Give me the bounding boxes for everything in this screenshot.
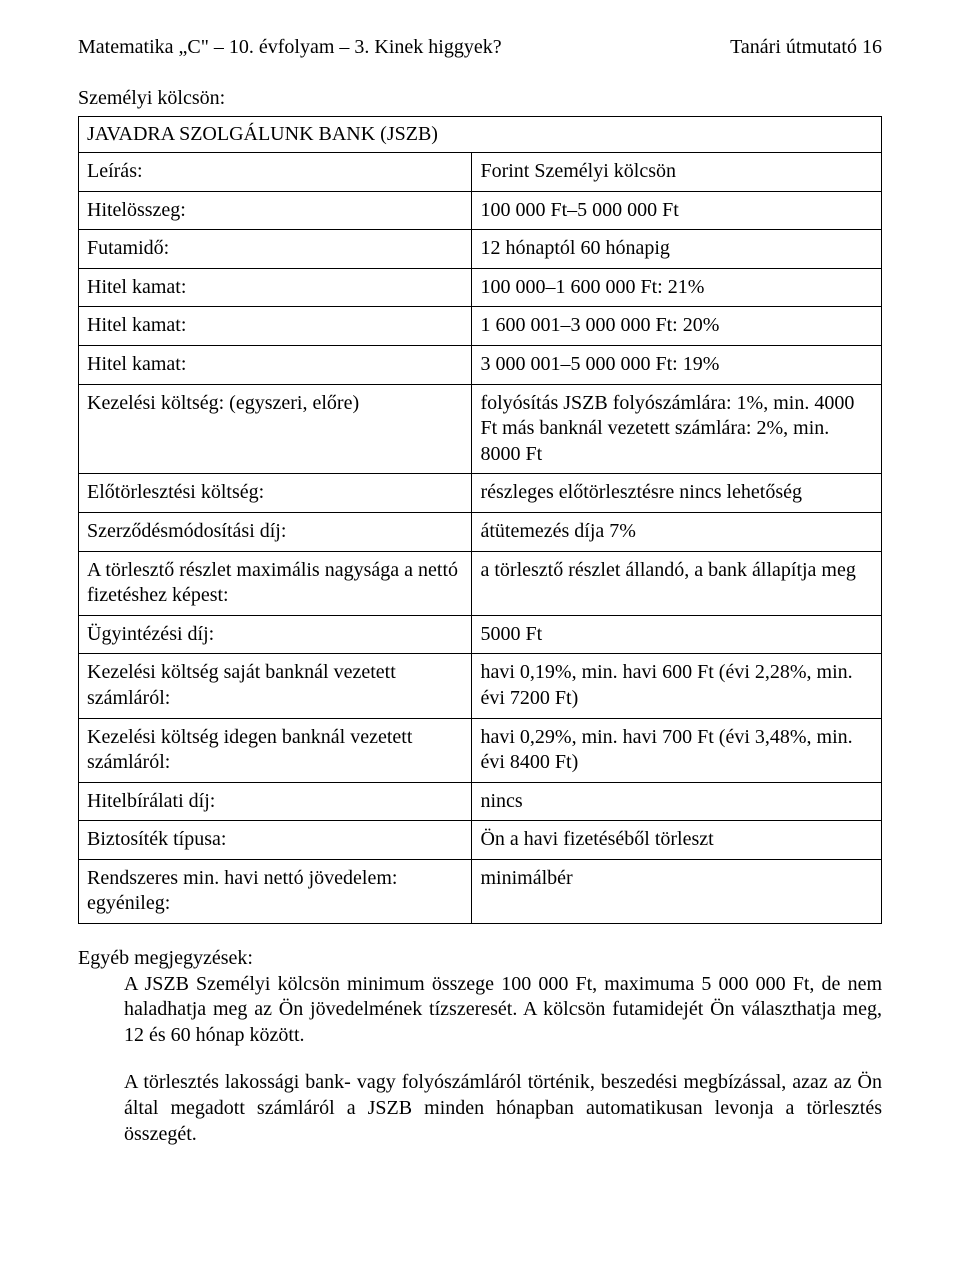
table-cell-label: Kezelési költség idegen banknál vezetett…: [79, 718, 472, 782]
table-cell-value: havi 0,19%, min. havi 600 Ft (évi 2,28%,…: [472, 654, 882, 718]
table-row: Ügyintézési díj:5000 Ft: [79, 615, 882, 654]
table-cell-label: Hitel kamat:: [79, 268, 472, 307]
table-cell-label: Leírás:: [79, 153, 472, 192]
table-row: Kezelési költség: (egyszeri, előre)folyó…: [79, 384, 882, 474]
table-row: Hitel kamat:3 000 001–5 000 000 Ft: 19%: [79, 345, 882, 384]
table-cell-value: Forint Személyi kölcsön: [472, 153, 882, 192]
table-cell-label: Futamidő:: [79, 230, 472, 269]
loan-table: JAVADRA SZOLGÁLUNK BANK (JSZB) Leírás:Fo…: [78, 116, 882, 924]
table-cell-label: Hitelbírálati díj:: [79, 782, 472, 821]
page-header: Matematika „C" – 10. évfolyam – 3. Kinek…: [78, 36, 882, 59]
table-cell-label: Ügyintézési díj:: [79, 615, 472, 654]
table-row: Hitelösszeg:100 000 Ft–5 000 000 Ft: [79, 191, 882, 230]
table-row: Kezelési költség saját banknál vezetett …: [79, 654, 882, 718]
table-row: Biztosíték típusa:Ön a havi fizetéséből …: [79, 821, 882, 860]
notes-para-1-body: A JSZB Személyi kölcsön minimum összege …: [124, 973, 882, 1046]
table-row: Rendszeres min. havi nettó jövedelem: eg…: [79, 859, 882, 923]
table-cell-label: Kezelési költség: (egyszeri, előre): [79, 384, 472, 474]
table-row: Szerződésmódosítási díj:átütemezés díja …: [79, 512, 882, 551]
table-caption: JAVADRA SZOLGÁLUNK BANK (JSZB): [78, 116, 882, 152]
table-row: Előtörlesztési költség:részleges előtörl…: [79, 474, 882, 513]
table-cell-label: Hitel kamat:: [79, 307, 472, 346]
table-cell-label: Szerződésmódosítási díj:: [79, 512, 472, 551]
header-left: Matematika „C" – 10. évfolyam – 3. Kinek…: [78, 36, 502, 59]
notes-heading: Egyéb megjegyzések:: [78, 947, 253, 969]
table-cell-value: átütemezés díja 7%: [472, 512, 882, 551]
table-cell-value: havi 0,29%, min. havi 700 Ft (évi 3,48%,…: [472, 718, 882, 782]
table-cell-value: 100 000 Ft–5 000 000 Ft: [472, 191, 882, 230]
table-row: Hitel kamat:1 600 001–3 000 000 Ft: 20%: [79, 307, 882, 346]
table-cell-label: Hitel kamat:: [79, 345, 472, 384]
table-row: Hitel kamat:100 000–1 600 000 Ft: 21%: [79, 268, 882, 307]
table-cell-label: Biztosíték típusa:: [79, 821, 472, 860]
table-cell-value: a törlesztő részlet állandó, a bank álla…: [472, 551, 882, 615]
notes-para-2: A törlesztés lakossági bank- vagy folyós…: [78, 1070, 882, 1147]
table-cell-value: 3 000 001–5 000 000 Ft: 19%: [472, 345, 882, 384]
table-cell-value: folyósítás JSZB folyószámlára: 1%, min. …: [472, 384, 882, 474]
table-cell-value: 12 hónaptól 60 hónapig: [472, 230, 882, 269]
table-cell-label: Hitelösszeg:: [79, 191, 472, 230]
table-row: Futamidő:12 hónaptól 60 hónapig: [79, 230, 882, 269]
table-cell-value: 5000 Ft: [472, 615, 882, 654]
table-cell-value: 1 600 001–3 000 000 Ft: 20%: [472, 307, 882, 346]
table-cell-value: nincs: [472, 782, 882, 821]
table-cell-value: 100 000–1 600 000 Ft: 21%: [472, 268, 882, 307]
table-cell-value: részleges előtörlesztésre nincs lehetősé…: [472, 474, 882, 513]
table-cell-value: Ön a havi fizetéséből törleszt: [472, 821, 882, 860]
table-cell-label: Rendszeres min. havi nettó jövedelem: eg…: [79, 859, 472, 923]
table-cell-label: Előtörlesztési költség:: [79, 474, 472, 513]
table-cell-label: Kezelési költség saját banknál vezetett …: [79, 654, 472, 718]
table-row: Hitelbírálati díj:nincs: [79, 782, 882, 821]
table-cell-value: minimálbér: [472, 859, 882, 923]
table-row: A törlesztő részlet maximális nagysága a…: [79, 551, 882, 615]
table-cell-label: A törlesztő részlet maximális nagysága a…: [79, 551, 472, 615]
section-heading: Személyi kölcsön:: [78, 87, 882, 110]
notes-para-1: Egyéb megjegyzések: A JSZB Személyi kölc…: [78, 946, 882, 1048]
table-row: Leírás:Forint Személyi kölcsön: [79, 153, 882, 192]
notes-section: Egyéb megjegyzések: A JSZB Személyi kölc…: [78, 946, 882, 1147]
header-right: Tanári útmutató 16: [730, 36, 882, 59]
table-row: Kezelési költség idegen banknál vezetett…: [79, 718, 882, 782]
